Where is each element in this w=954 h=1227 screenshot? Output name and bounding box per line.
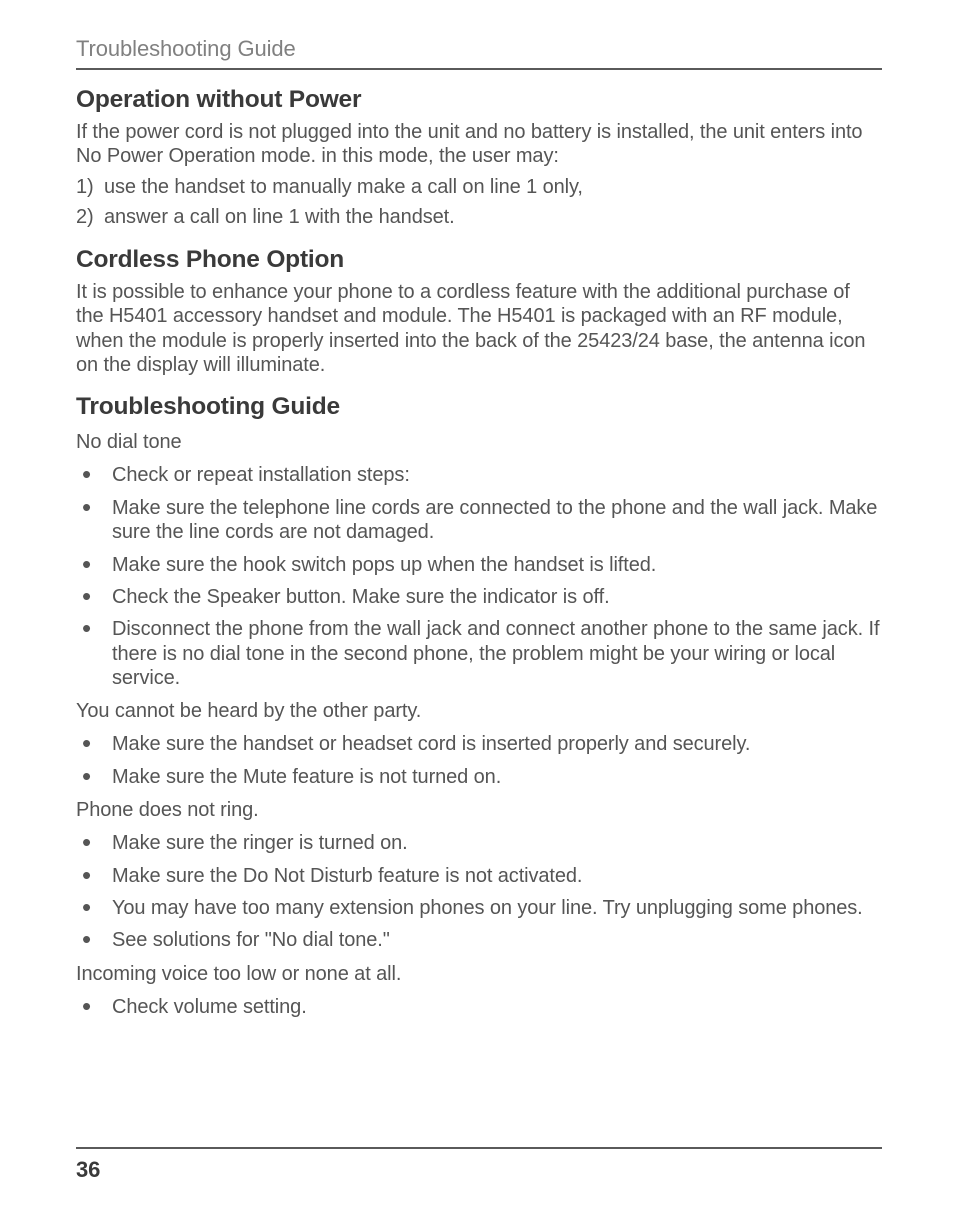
list-item: Make sure the hook switch pops up when t… <box>76 553 882 577</box>
list-item: Make sure the Do Not Disturb feature is … <box>76 864 882 888</box>
list-item: Make sure the Mute feature is not turned… <box>76 765 882 789</box>
bullets-incoming-voice-low: Check volume setting. <box>76 995 882 1019</box>
op-step-2-text: answer a call on line 1 with the handset… <box>104 206 455 228</box>
cordless-body: It is possible to enhance your phone to … <box>76 280 882 378</box>
list-item: See solutions for "No dial tone." <box>76 928 882 952</box>
list-item: Check the Speaker button. Make sure the … <box>76 585 882 609</box>
op-step-2: 2)answer a call on line 1 with the hands… <box>76 205 882 230</box>
op-step-1-num: 1) <box>76 175 104 200</box>
symptom-phone-does-not-ring: Phone does not ring. <box>76 798 882 823</box>
page-footer: 36 <box>76 1147 882 1183</box>
bullets-cannot-be-heard: Make sure the handset or headset cord is… <box>76 732 882 789</box>
symptom-no-dial-tone: No dial tone <box>76 430 882 455</box>
list-item: Disconnect the phone from the wall jack … <box>76 617 882 690</box>
running-head: Troubleshooting Guide <box>76 36 882 62</box>
list-item: Check or repeat installation steps: <box>76 463 882 487</box>
list-item: Make sure the handset or headset cord is… <box>76 732 882 756</box>
bullets-no-dial-tone: Check or repeat installation steps: Make… <box>76 463 882 690</box>
list-item: Check volume setting. <box>76 995 882 1019</box>
heading-operation-without-power: Operation without Power <box>76 86 882 114</box>
header-rule <box>76 68 882 70</box>
list-item: Make sure the telephone line cords are c… <box>76 496 882 545</box>
op-steps: 1)use the handset to manually make a cal… <box>76 175 882 230</box>
heading-cordless-phone-option: Cordless Phone Option <box>76 246 882 274</box>
symptom-incoming-voice-low: Incoming voice too low or none at all. <box>76 962 882 987</box>
heading-troubleshooting-guide: Troubleshooting Guide <box>76 393 882 421</box>
list-item: Make sure the ringer is turned on. <box>76 831 882 855</box>
op-step-1-text: use the handset to manually make a call … <box>104 176 583 198</box>
op-step-1: 1)use the handset to manually make a cal… <box>76 175 882 200</box>
list-item: You may have too many extension phones o… <box>76 896 882 920</box>
symptom-cannot-be-heard: You cannot be heard by the other party. <box>76 699 882 724</box>
op-step-2-num: 2) <box>76 205 104 230</box>
op-intro: If the power cord is not plugged into th… <box>76 120 882 169</box>
page-number: 36 <box>76 1157 882 1183</box>
bullets-phone-does-not-ring: Make sure the ringer is turned on. Make … <box>76 831 882 953</box>
footer-rule <box>76 1147 882 1149</box>
